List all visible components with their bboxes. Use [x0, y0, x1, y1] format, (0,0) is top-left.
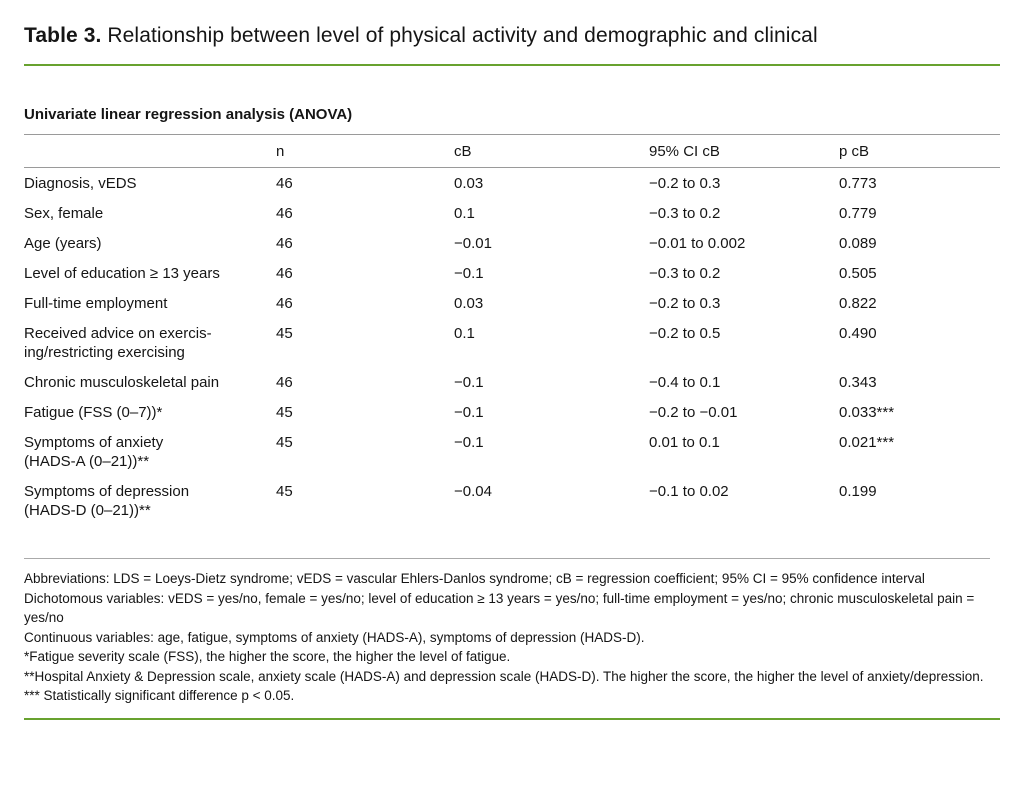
cell-label: Chronic musculoskeletal pain: [24, 374, 220, 391]
cell-n: 45: [276, 404, 293, 421]
cell-p: 0.779: [839, 205, 877, 222]
footnote-hads: **Hospital Anxiety & Depression scale, a…: [24, 668, 984, 684]
cell-ci: 0.01 to 0.1: [649, 434, 720, 451]
cell-ci: −0.3 to 0.2: [649, 205, 721, 222]
table-title: Table 3. Relationship between level of p…: [24, 24, 1000, 48]
cell-ci: −0.2 to −0.01: [649, 404, 738, 421]
cell-p: 0.021***: [839, 434, 895, 451]
footnote-continuous: Continuous variables: age, fatigue, symp…: [24, 629, 645, 645]
cell-n: 46: [276, 265, 293, 282]
regression-table: n cB 95% CI cB p cB Diagnosis, vEDS 46 0…: [24, 135, 1000, 525]
table-row: Chronic musculoskeletal pain 46 −0.1 −0.…: [24, 367, 1000, 397]
cell-p: 0.822: [839, 295, 877, 312]
cell-cb: −0.1: [454, 265, 484, 282]
header-cell-p: p cB: [839, 135, 1000, 168]
cell-ci: −0.3 to 0.2: [649, 265, 721, 282]
cell-cb: −0.1: [454, 374, 484, 391]
cell-label: Full-time employment: [24, 295, 168, 312]
cell-cb: −0.04: [454, 483, 492, 500]
table-header-row: n cB 95% CI cB p cB: [24, 135, 1000, 168]
cell-ci: −0.2 to 0.3: [649, 295, 721, 312]
cell-label: Sex, female: [24, 205, 104, 222]
cell-label: Received advice on exercis- ing/restrict…: [24, 325, 212, 361]
table-row: Symptoms of anxiety (HADS-A (0–21))** 45…: [24, 427, 1000, 476]
cell-ci: −0.2 to 0.5: [649, 325, 721, 342]
cell-n: 46: [276, 175, 293, 192]
cell-ci: −0.01 to 0.002: [649, 235, 746, 252]
table-number: Table 3.: [24, 24, 102, 47]
cell-label: Level of education ≥ 13 years: [24, 265, 220, 282]
cell-n: 46: [276, 295, 293, 312]
header-cell-label: [24, 135, 276, 168]
cell-label: Diagnosis, vEDS: [24, 175, 137, 192]
footnote-significance: *** Statistically significant difference…: [24, 688, 295, 704]
table-row: Sex, female 46 0.1 −0.3 to 0.2 0.779: [24, 198, 1000, 228]
table-row: Fatigue (FSS (0–7))* 45 −0.1 −0.2 to −0.…: [24, 397, 1000, 427]
header-top-rule: [24, 134, 1000, 135]
cell-label: Age (years): [24, 235, 102, 252]
table-row: Level of education ≥ 13 years 46 −0.1 −0…: [24, 258, 1000, 288]
header-cell-cb: cB: [454, 135, 649, 168]
cell-ci: −0.4 to 0.1: [649, 374, 721, 391]
cell-p: 0.033***: [839, 404, 895, 421]
cell-p: 0.773: [839, 175, 877, 192]
table-row: Diagnosis, vEDS 46 0.03 −0.2 to 0.3 0.77…: [24, 168, 1000, 199]
header-cell-n: n: [276, 135, 454, 168]
top-green-rule: [24, 64, 1000, 66]
footnote-fss: *Fatigue severity scale (FSS), the highe…: [24, 649, 511, 665]
section-header: Univariate linear regression analysis (A…: [24, 106, 353, 123]
cell-cb: 0.1: [454, 205, 475, 222]
cell-ci: −0.1 to 0.02: [649, 483, 729, 500]
cell-n: 46: [276, 205, 293, 222]
cell-label: Fatigue (FSS (0–7))*: [24, 404, 163, 421]
cell-cb: 0.03: [454, 175, 484, 192]
cell-n: 45: [276, 325, 293, 342]
table-row: Age (years) 46 −0.01 −0.01 to 0.002 0.08…: [24, 228, 1000, 258]
cell-n: 46: [276, 235, 293, 252]
header-cell-ci: 95% CI cB: [649, 135, 839, 168]
cell-cb: −0.1: [454, 404, 484, 421]
cell-p: 0.343: [839, 374, 877, 391]
cell-n: 45: [276, 483, 293, 500]
table-row: Symptoms of depression (HADS-D (0–21))**…: [24, 476, 1000, 525]
cell-cb: −0.1: [454, 434, 484, 451]
cell-ci: −0.2 to 0.3: [649, 175, 721, 192]
cell-n: 46: [276, 374, 293, 391]
cell-p: 0.490: [839, 325, 877, 342]
cell-label: Symptoms of depression (HADS-D (0–21))**: [24, 483, 190, 519]
cell-cb: 0.1: [454, 325, 475, 342]
footnote-dichotomous: Dichotomous variables: vEDS = yes/no, fe…: [24, 590, 975, 626]
footnote-abbreviations: Abbreviations: LDS = Loeys-Dietz syndrom…: [24, 571, 925, 586]
table-caption: Relationship between level of physical a…: [101, 24, 818, 47]
table-footnotes: Abbreviations: LDS = Loeys-Dietz syndrom…: [24, 558, 990, 706]
cell-label: Symptoms of anxiety (HADS-A (0–21))**: [24, 434, 164, 470]
cell-cb: −0.01: [454, 235, 492, 252]
table-row: Full-time employment 46 0.03 −0.2 to 0.3…: [24, 288, 1000, 318]
table-row: Received advice on exercis- ing/restrict…: [24, 318, 1000, 367]
cell-p: 0.199: [839, 483, 877, 500]
cell-p: 0.089: [839, 235, 877, 252]
cell-cb: 0.03: [454, 295, 484, 312]
cell-n: 45: [276, 434, 293, 451]
cell-p: 0.505: [839, 265, 877, 282]
bottom-green-rule: [24, 717, 1000, 720]
